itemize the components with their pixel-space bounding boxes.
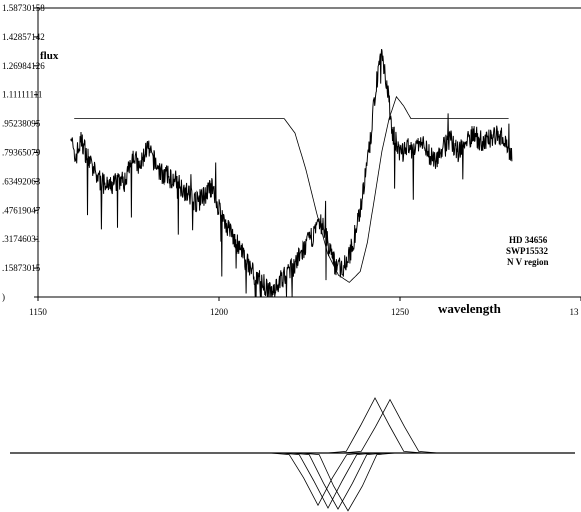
annotation-star: HD 34656 [509,235,548,245]
y-tick-label: .79365079 [2,148,41,158]
y-tick-label: 1.11111111 [2,90,42,100]
absorption-profile-3 [289,452,387,510]
y-ticks [34,7,38,298]
absorption-profile-2 [279,452,377,509]
x-tick-labels: 1150 1200 1250 13 [29,307,579,317]
y-tick-label: .31746031 [2,234,40,244]
observed-spectrum-line [70,48,513,298]
x-ticks [37,297,581,301]
y-tick-label: 1.42857142 [2,32,45,42]
model-profile-line [74,95,509,283]
y-tick-label: .15873015 [2,263,41,273]
y-axis-label: flux [40,50,59,62]
x-axis-label: wavelength [438,301,502,316]
y-tick-labels: ) .15873015 .31746031 .47619047 .6349206… [2,3,45,302]
y-tick-label: .63492063 [2,176,41,186]
y-tick-label: 1.58730158 [2,3,45,13]
bottom-profile-curves [269,397,439,512]
top-chart-frame [37,7,581,298]
x-tick-label: 1200 [210,307,229,317]
y-tick-label: .95238095 [2,119,41,129]
x-tick-label: 1250 [391,307,410,317]
emission-profile-1 [326,397,424,454]
x-tick-label: 13 [570,307,580,317]
annotation-image: SWP15532 [506,246,549,256]
y-tick-label: 1.26984126 [2,61,45,71]
absorption-profile-4 [299,452,397,512]
annotation-block: HD 34656 SWP15532 N V region [506,235,549,267]
absorption-profile-1 [269,452,367,507]
y-tick-label: ) [2,292,5,302]
y-tick-label: .47619047 [2,205,41,215]
emission-profile-2 [341,398,439,454]
x-tick-label: 1150 [29,307,47,317]
annotation-region: N V region [507,257,549,267]
